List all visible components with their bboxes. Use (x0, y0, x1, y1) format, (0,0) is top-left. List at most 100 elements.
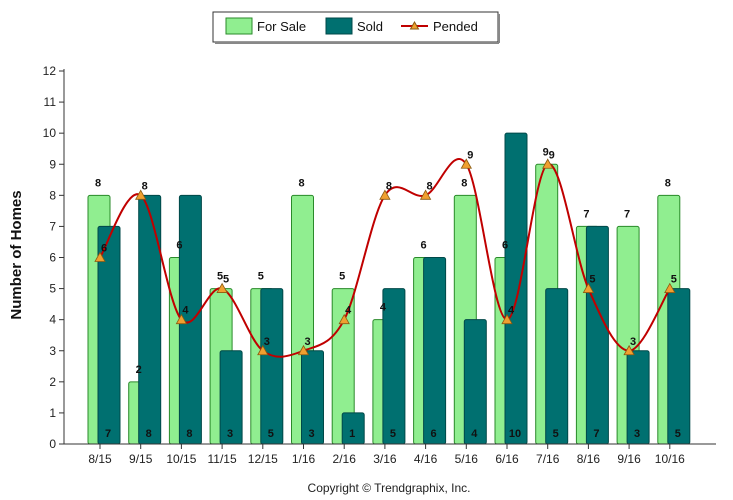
legend-label-pended: Pended (433, 19, 478, 34)
pended-marker (460, 158, 472, 169)
pended-marker (419, 189, 432, 200)
x-tick-label: 10/15 (166, 452, 196, 466)
for-sale-value-label: 5 (217, 271, 223, 283)
pended-marker (379, 189, 391, 200)
legend-box (212, 11, 499, 43)
y-tick-label: 5 (49, 282, 56, 296)
sold-bar (260, 288, 284, 445)
pended-value-label: 4 (508, 305, 515, 317)
sold-bar (463, 319, 487, 445)
x-tick-label: 3/16 (373, 452, 397, 466)
pended-value-label: 8 (386, 180, 392, 192)
x-tick-label: 9/16 (617, 452, 641, 466)
for-sale-value-label: 9 (543, 146, 549, 158)
sold-value-label: 5 (675, 428, 681, 440)
sold-bar (423, 257, 447, 445)
for-sale-value-label: 8 (461, 177, 467, 189)
sold-value-label: 3 (227, 428, 233, 440)
pended-marker (664, 282, 676, 293)
pended-marker (338, 313, 350, 325)
x-tick-label: 5/16 (455, 452, 479, 466)
y-tick-label: 2 (49, 375, 56, 389)
x-tick-label: 8/15 (88, 452, 112, 466)
x-tick-label: 7/16 (536, 452, 560, 466)
copyright-text: Copyright © Trendgraphix, Inc. (308, 481, 471, 495)
y-tick-label: 4 (49, 313, 56, 327)
x-tick-label: 12/15 (248, 452, 278, 466)
y-tick-label: 12 (43, 64, 57, 78)
pended-value-label: 9 (549, 149, 555, 161)
for-sale-value-label: 4 (380, 302, 387, 314)
pended-value-label: 9 (467, 149, 473, 161)
pended-value-label: 4 (345, 305, 352, 317)
for-sale-value-label: 8 (95, 177, 101, 189)
pended-line (99, 158, 671, 358)
sold-bar (504, 132, 528, 445)
sold-bar (382, 288, 406, 445)
pended-marker (94, 251, 106, 262)
for-sale-value-label: 5 (258, 271, 264, 283)
sold-value-label: 5 (553, 428, 559, 440)
y-tick-label: 7 (49, 219, 56, 233)
pended-value-label: 5 (671, 274, 677, 286)
pended-value-label: 5 (589, 274, 595, 286)
x-tick-label: 1/16 (292, 452, 316, 466)
x-axis: 8/15 9/15 10/15 11/15 12/15 1/16 2/16 3/16 4/16 5… (64, 443, 716, 466)
y-tick-label: 3 (49, 344, 56, 358)
y-tick-label: 10 (43, 126, 57, 140)
pended-marker (582, 282, 595, 293)
x-tick-label: 2/16 (333, 452, 357, 466)
y-tick-label: 8 (49, 188, 56, 202)
y-axis-title: Number of Homes (8, 190, 25, 319)
legend-label-for-sale: For Sale (257, 19, 306, 34)
for-sale-value-label: 5 (339, 271, 345, 283)
pended-marker (542, 158, 554, 169)
for-sale-value-label: 6 (502, 240, 508, 252)
pended-value-label: 8 (142, 180, 148, 192)
sold-value-label: 7 (105, 428, 111, 440)
x-tick-label: 9/15 (129, 452, 153, 466)
legend: For Sale Sold Pended (212, 11, 500, 44)
for-sale-value-label: 2 (136, 364, 142, 376)
x-tick-label: 4/16 (414, 452, 438, 466)
pended-marker (175, 313, 188, 325)
legend-marker-pended (409, 20, 420, 30)
for-sale-value-label: 6 (421, 240, 427, 252)
sold-value-label: 8 (146, 428, 152, 440)
pended-marker (257, 344, 269, 356)
y-tick-label: 1 (49, 406, 56, 420)
x-tick-label: 8/16 (577, 452, 601, 466)
sold-value-label: 5 (390, 428, 396, 440)
pended-value-label: 3 (630, 336, 636, 348)
sold-value-label: 10 (509, 428, 521, 440)
x-tick-label: 11/15 (208, 452, 237, 466)
pended-value-label: 8 (427, 180, 433, 192)
sold-value-label: 8 (186, 428, 192, 440)
pended-marker (297, 344, 310, 356)
pended-marker (623, 344, 635, 356)
pended-value-label: 6 (101, 243, 107, 255)
pended-marker (216, 282, 228, 293)
pended-value-label: 4 (182, 305, 189, 317)
x-tick-label: 6/16 (495, 452, 519, 466)
sold-value-label: 6 (431, 428, 437, 440)
for-sale-value-label: 7 (583, 208, 589, 220)
y-tick-label: 11 (44, 95, 57, 109)
bars-layer (87, 132, 691, 445)
for-sale-value-label: 7 (624, 208, 630, 220)
sold-bar (545, 288, 569, 445)
sold-value-label: 5 (268, 428, 274, 440)
legend-label-sold: Sold (357, 19, 383, 34)
sold-bar (667, 288, 691, 445)
legend-swatch-for-sale (225, 17, 253, 35)
pended-line-layer (94, 158, 676, 358)
sold-bar (585, 225, 609, 445)
for-sale-value-label: 8 (665, 177, 671, 189)
pended-marker (135, 189, 147, 200)
sold-value-label: 3 (634, 428, 640, 440)
sold-value-label: 7 (593, 428, 599, 440)
sold-value-label: 1 (349, 428, 355, 440)
